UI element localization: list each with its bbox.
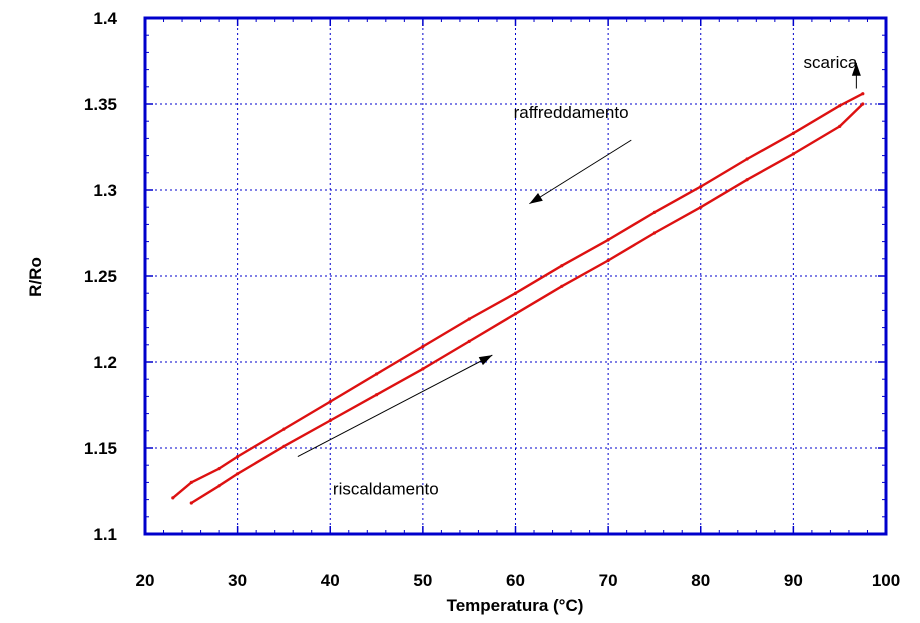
data-point — [652, 231, 657, 235]
data-point — [236, 455, 240, 459]
data-point — [513, 291, 518, 295]
data-point — [189, 501, 193, 505]
data-point — [513, 312, 518, 316]
data-point — [606, 238, 610, 242]
x-tick-label: 30 — [228, 571, 247, 590]
data-point — [217, 467, 221, 471]
data-point — [282, 444, 286, 448]
data-point — [652, 210, 657, 214]
data-point — [217, 484, 221, 488]
data-point — [560, 284, 564, 288]
data-point — [745, 157, 749, 161]
y-tick-label: 1.35 — [84, 95, 117, 114]
data-point — [745, 178, 749, 182]
x-tick-label: 40 — [321, 571, 340, 590]
y-axis-title: R/Ro — [26, 257, 45, 297]
y-tick-label: 1.4 — [93, 9, 117, 28]
data-series-1 — [171, 92, 864, 500]
data-point — [282, 427, 286, 431]
data-point — [328, 400, 332, 404]
annotation-arrow-line — [529, 139, 632, 205]
data-point — [861, 102, 865, 106]
data-point — [467, 339, 471, 343]
annotation-labels: raffreddamento riscaldamento scarica — [333, 53, 858, 499]
data-series-group — [171, 92, 865, 505]
data-point — [861, 92, 865, 96]
y-tick-labels: 1.1 1.15 1.2 1.25 1.3 1.35 1.4 — [84, 9, 118, 544]
x-tick-label: 70 — [599, 571, 618, 590]
data-point — [375, 372, 379, 376]
data-point — [560, 264, 564, 268]
x-tick-label: 100 — [872, 571, 900, 590]
annotation-arrow-head — [851, 62, 861, 76]
x-tick-label: 90 — [784, 571, 803, 590]
x-tick-label: 50 — [413, 571, 432, 590]
data-point — [421, 367, 425, 371]
x-tick-label: 20 — [136, 571, 155, 590]
data-point — [189, 480, 193, 484]
data-point — [699, 205, 703, 209]
data-point — [699, 185, 703, 189]
y-tick-label: 1.15 — [84, 439, 117, 458]
data-point — [421, 344, 425, 349]
y-tick-label: 1.3 — [93, 181, 117, 200]
annotation-label: raffreddamento — [514, 103, 629, 122]
y-tick-label: 1.1 — [93, 525, 117, 544]
annotation-arrows — [297, 62, 861, 458]
grid-lines — [145, 18, 886, 534]
data-point — [791, 152, 796, 156]
annotation-arrow-line — [297, 354, 493, 458]
annotation-label: scarica — [803, 53, 857, 72]
y-tick-label: 1.2 — [93, 353, 117, 372]
data-point — [375, 393, 379, 397]
x-tick-label: 80 — [691, 571, 710, 590]
annotation-arrow-head — [529, 193, 543, 204]
x-axis-title: Temperatura (°C) — [447, 596, 584, 615]
tick-marks — [144, 17, 887, 535]
y-tick-label: 1.25 — [84, 267, 117, 286]
data-point — [838, 124, 842, 128]
data-point — [328, 418, 332, 423]
data-point — [791, 131, 796, 135]
annotation-label: riscaldamento — [333, 479, 439, 498]
x-tick-label: 60 — [506, 571, 525, 590]
data-point — [606, 258, 610, 263]
data-series-2 — [190, 102, 864, 505]
data-point — [171, 496, 175, 500]
annotation-arrow-head — [478, 355, 493, 366]
data-point — [467, 317, 471, 321]
data-point — [236, 472, 240, 476]
x-tick-labels: 20 30 40 50 60 70 80 90 100 — [136, 571, 901, 590]
data-point — [838, 104, 842, 108]
